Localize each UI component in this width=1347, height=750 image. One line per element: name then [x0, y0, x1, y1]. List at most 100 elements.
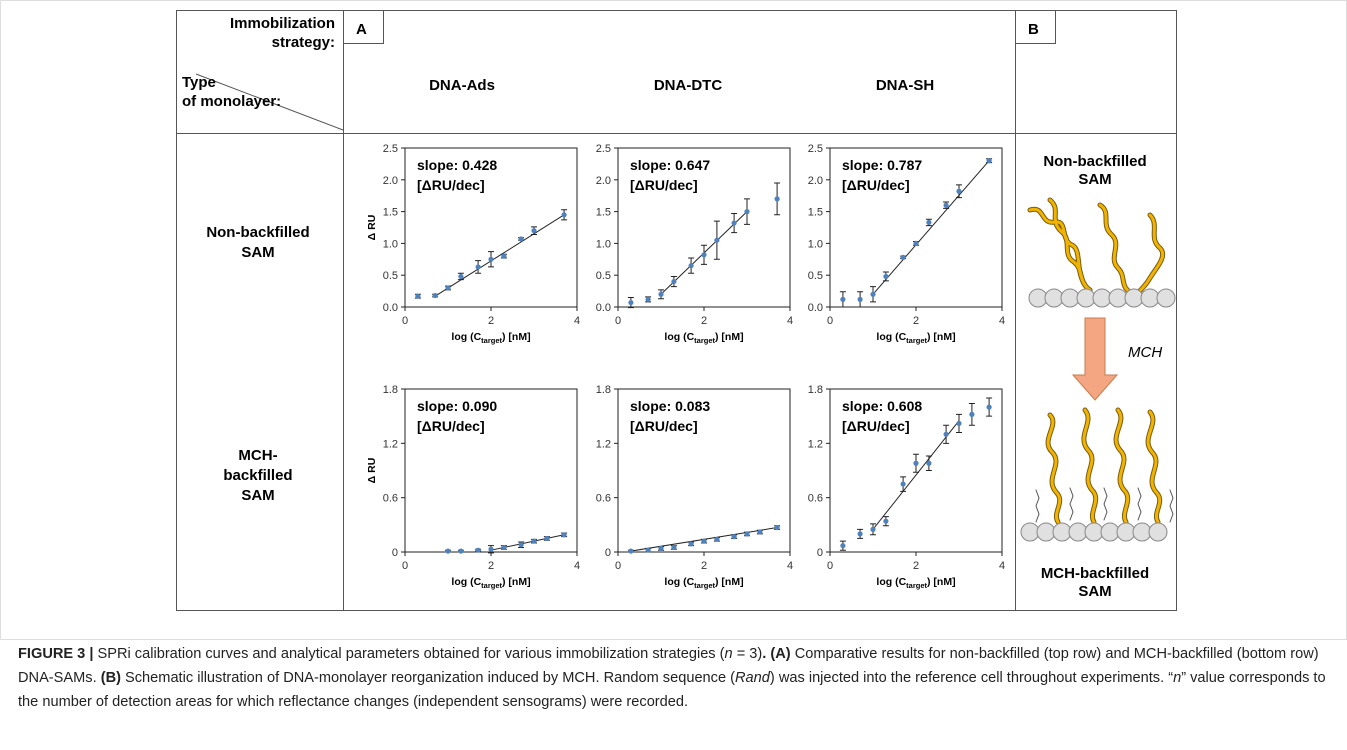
fit-line	[872, 420, 960, 530]
data-point	[774, 524, 780, 531]
data-point	[688, 541, 694, 547]
y-tick-label: 2.0	[383, 175, 398, 187]
slope-annotation: slope: 0.090	[417, 398, 497, 414]
y-tick-label: 2.5	[808, 143, 823, 155]
slope-annotation: slope: 0.647	[630, 157, 710, 173]
x-tick-label: 4	[787, 560, 793, 572]
caption-text: (B)	[100, 670, 121, 686]
data-point	[731, 534, 737, 540]
x-axis-label-part: log (C	[451, 331, 481, 343]
data-point	[671, 544, 677, 551]
data-point	[488, 256, 494, 262]
x-axis-label-part: log (C	[876, 576, 906, 588]
data-point	[458, 548, 464, 554]
arrow	[1071, 317, 1119, 401]
data-point	[714, 237, 720, 243]
slope-annotation: slope: 0.787	[842, 157, 922, 173]
x-tick-label: 0	[402, 560, 408, 572]
y-tick-label: 0.5	[596, 270, 611, 282]
data-point	[986, 404, 992, 410]
x-tick-label: 4	[999, 560, 1005, 572]
data-point	[658, 291, 664, 297]
x-tick-label: 4	[574, 315, 580, 327]
y-tick-label: 1.8	[383, 384, 398, 396]
data-point	[757, 529, 763, 535]
dna-strands	[1027, 197, 1166, 298]
data-point	[432, 292, 438, 299]
x-tick-label: 2	[488, 315, 494, 327]
data-point	[744, 209, 750, 215]
chart: 0 0.6 1.2 1.8 0 2 4 log (Ctarget) [nM] slope: 0.…	[808, 384, 1005, 590]
y-tick-label: 1.0	[596, 238, 611, 250]
corner-label: Immobilization	[230, 15, 335, 32]
y-tick-label: 0.0	[808, 302, 823, 314]
gold-surface	[1028, 288, 1176, 308]
schematic-label: SAM	[1078, 171, 1111, 188]
x-tick-label: 2	[913, 560, 919, 572]
data-point	[701, 538, 707, 544]
caption-label: FIGURE 3 |	[18, 646, 94, 662]
data-point	[900, 481, 906, 487]
x-axis-label-part: target	[694, 581, 715, 590]
x-axis-label: log (Ctarget) [nM]	[451, 576, 530, 590]
x-tick-label: 4	[787, 315, 793, 327]
caption-text: Rand	[735, 670, 770, 686]
x-axis-label: log (Ctarget) [nM]	[664, 331, 743, 345]
data-point	[883, 518, 889, 524]
y-axis-label: Δ RU	[366, 215, 378, 241]
y-tick-label: 1.8	[808, 384, 823, 396]
data-point	[658, 545, 664, 551]
caption-text: = 3)	[732, 646, 763, 662]
data-point	[744, 531, 750, 537]
y-tick-label: 0.0	[596, 302, 611, 314]
data-point	[688, 263, 694, 269]
data-point	[913, 460, 919, 466]
data-point	[518, 542, 524, 548]
x-axis-label-part: ) [nM]	[715, 331, 744, 343]
column-header: DNA-SH	[876, 77, 934, 94]
x-axis-label-part: log (C	[664, 331, 694, 343]
data-point	[926, 460, 932, 466]
x-tick-label: 2	[701, 560, 707, 572]
data-point	[645, 547, 651, 553]
data-point	[956, 188, 962, 194]
data-point	[488, 546, 494, 552]
chart: 0 0.6 1.2 1.8 0 2 4 log (Ctarget) [nM] Δ RU slope…	[366, 384, 580, 590]
x-tick-label: 2	[913, 315, 919, 327]
data-point	[531, 538, 537, 544]
slope-annotation: slope: 0.608	[842, 398, 922, 414]
x-axis-label: log (Ctarget) [nM]	[451, 331, 530, 345]
x-tick-label: 2	[701, 315, 707, 327]
data-point	[986, 158, 992, 164]
x-axis-label-part: ) [nM]	[927, 331, 956, 343]
x-axis-label-part: target	[481, 581, 502, 590]
data-point	[458, 273, 464, 280]
y-tick-label: 1.0	[808, 238, 823, 250]
dna-strands	[1035, 407, 1174, 525]
data-point	[501, 544, 507, 551]
row-label: SAM	[241, 487, 274, 504]
y-tick-label: 0	[817, 547, 823, 559]
y-tick-label: 0.6	[808, 493, 823, 505]
y-axis-label: Δ RU	[366, 458, 378, 484]
x-tick-label: 2	[488, 560, 494, 572]
data-point	[475, 264, 481, 270]
data-point	[561, 212, 567, 218]
data-point	[445, 548, 451, 554]
y-tick-label: 1.2	[808, 438, 823, 450]
chart: 0.0 0.5 1.0 1.5 2.0 2.5 0 2 4 log (Ctarget) [nM] s…	[808, 143, 1005, 345]
caption-text: . (A)	[762, 646, 791, 662]
data-point	[701, 252, 707, 258]
data-point	[900, 254, 906, 260]
x-axis-label-part: target	[481, 336, 502, 345]
data-point	[857, 296, 863, 302]
data-point	[714, 536, 720, 542]
column-header: DNA-Ads	[429, 77, 495, 94]
y-tick-label: 2.5	[383, 143, 398, 155]
data-point	[671, 278, 677, 285]
y-tick-label: 0.6	[383, 493, 398, 505]
row-label: MCH-	[238, 447, 277, 464]
row-label: SAM	[241, 244, 274, 261]
data-point	[913, 240, 919, 246]
